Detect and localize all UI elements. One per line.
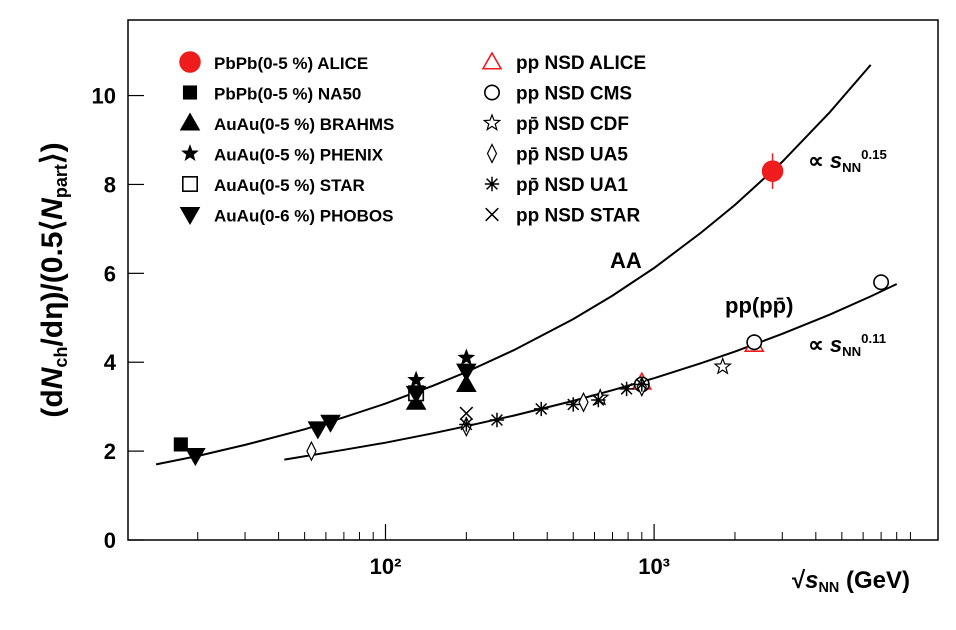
x-tick-label: 10³ (638, 554, 670, 579)
text-part: ∝ (808, 332, 830, 357)
marker (407, 370, 425, 388)
y-tick-label: 4 (104, 350, 117, 375)
marker (746, 334, 763, 351)
marker (456, 363, 477, 382)
text-part: s (830, 332, 842, 357)
marker (405, 385, 427, 404)
text-part: NN (842, 344, 861, 359)
legend-marker (484, 176, 500, 192)
marker (185, 448, 206, 467)
legend-label: pp NSD ALICE (516, 53, 646, 74)
marker (873, 274, 890, 291)
marker (591, 392, 606, 408)
marker (566, 397, 581, 412)
text-part: (d (36, 389, 69, 417)
text-part: s (830, 148, 842, 173)
marker (320, 414, 341, 433)
legend-marker (181, 144, 199, 162)
text-part: 0.11 (861, 331, 886, 346)
legend-marker (485, 207, 499, 222)
legend-label: PbPb(0-5 %) ALICE (214, 54, 368, 73)
text-part: N (36, 366, 69, 389)
text-part: √ (792, 567, 806, 594)
text-part: 0.15 (861, 147, 887, 162)
text-part: NN (819, 580, 840, 596)
marker (306, 440, 317, 462)
text-part: NN (842, 160, 861, 175)
marker (456, 373, 477, 392)
rich-text: ∝ sNN0.11 (808, 331, 886, 359)
legend-label: pp NSD STAR (516, 206, 640, 227)
rich-text: √sNN (GeV) (792, 567, 910, 596)
marker (489, 412, 505, 428)
marker (534, 401, 549, 417)
legend-marker (486, 143, 498, 164)
legend-marker (182, 85, 198, 100)
y-tick-label: 2 (104, 439, 116, 464)
text-part: part (51, 164, 71, 198)
legend-label: AuAu(0-5 %) STAR (214, 176, 365, 195)
y-tick-label: 8 (104, 172, 116, 197)
legend-label: pp̄ NSD UA1 (516, 175, 628, 196)
marker (619, 381, 634, 397)
text-part: ch (51, 347, 71, 368)
y-tick-label: 6 (104, 261, 116, 286)
text-part: /dη)/(0.5⟨ (36, 220, 69, 347)
marker (307, 421, 329, 440)
marker (713, 356, 733, 375)
x-tick-label: 10² (370, 554, 402, 579)
legend-label: AuAu(0-5 %) PHENIX (214, 146, 384, 165)
y-tick-label: 0 (104, 528, 116, 553)
legend-label: pp NSD CMS (516, 84, 632, 105)
text-part: N (36, 197, 69, 220)
marker (578, 391, 589, 413)
legend-label: AuAu(0-5 %) BRAHMS (214, 115, 394, 134)
y-tick-label: 10 (92, 84, 116, 109)
legend-marker (182, 176, 199, 193)
legend-label: AuAu(0-6 %) PHOBOS (214, 207, 393, 226)
legend-label: PbPb(0-5 %) NA50 (214, 85, 361, 104)
text-part: pp(pp̄) (725, 293, 793, 318)
marker (761, 160, 784, 182)
plot-frame (127, 19, 939, 541)
marker (173, 437, 188, 452)
legend-marker (179, 112, 201, 131)
text-part: s (805, 567, 818, 594)
legend-marker (482, 113, 502, 132)
rich-text: AA (610, 248, 642, 273)
rich-text: (dNch/dη)/(0.5⟨Npart⟩) (36, 142, 71, 417)
marker (457, 348, 476, 366)
marker (634, 377, 650, 392)
legend-label: pp̄ NSD UA5 (516, 145, 628, 166)
legend-marker (483, 84, 500, 101)
legend-marker (481, 51, 503, 70)
marker (459, 417, 474, 432)
fit-curve (155, 64, 872, 466)
legend-marker (179, 51, 201, 73)
text-part: AA (610, 248, 642, 273)
legend-marker (179, 207, 201, 226)
marker (459, 406, 474, 421)
rich-text: pp(pp̄) (725, 293, 793, 318)
text-part: (GeV) (839, 567, 910, 594)
legend-label: pp̄ NSD CDF (516, 114, 629, 135)
text-part: ⟩) (36, 142, 69, 164)
fit-curve (284, 283, 898, 461)
text-part: ∝ (808, 148, 830, 173)
rich-text: ∝ sNN0.15 (808, 147, 887, 175)
